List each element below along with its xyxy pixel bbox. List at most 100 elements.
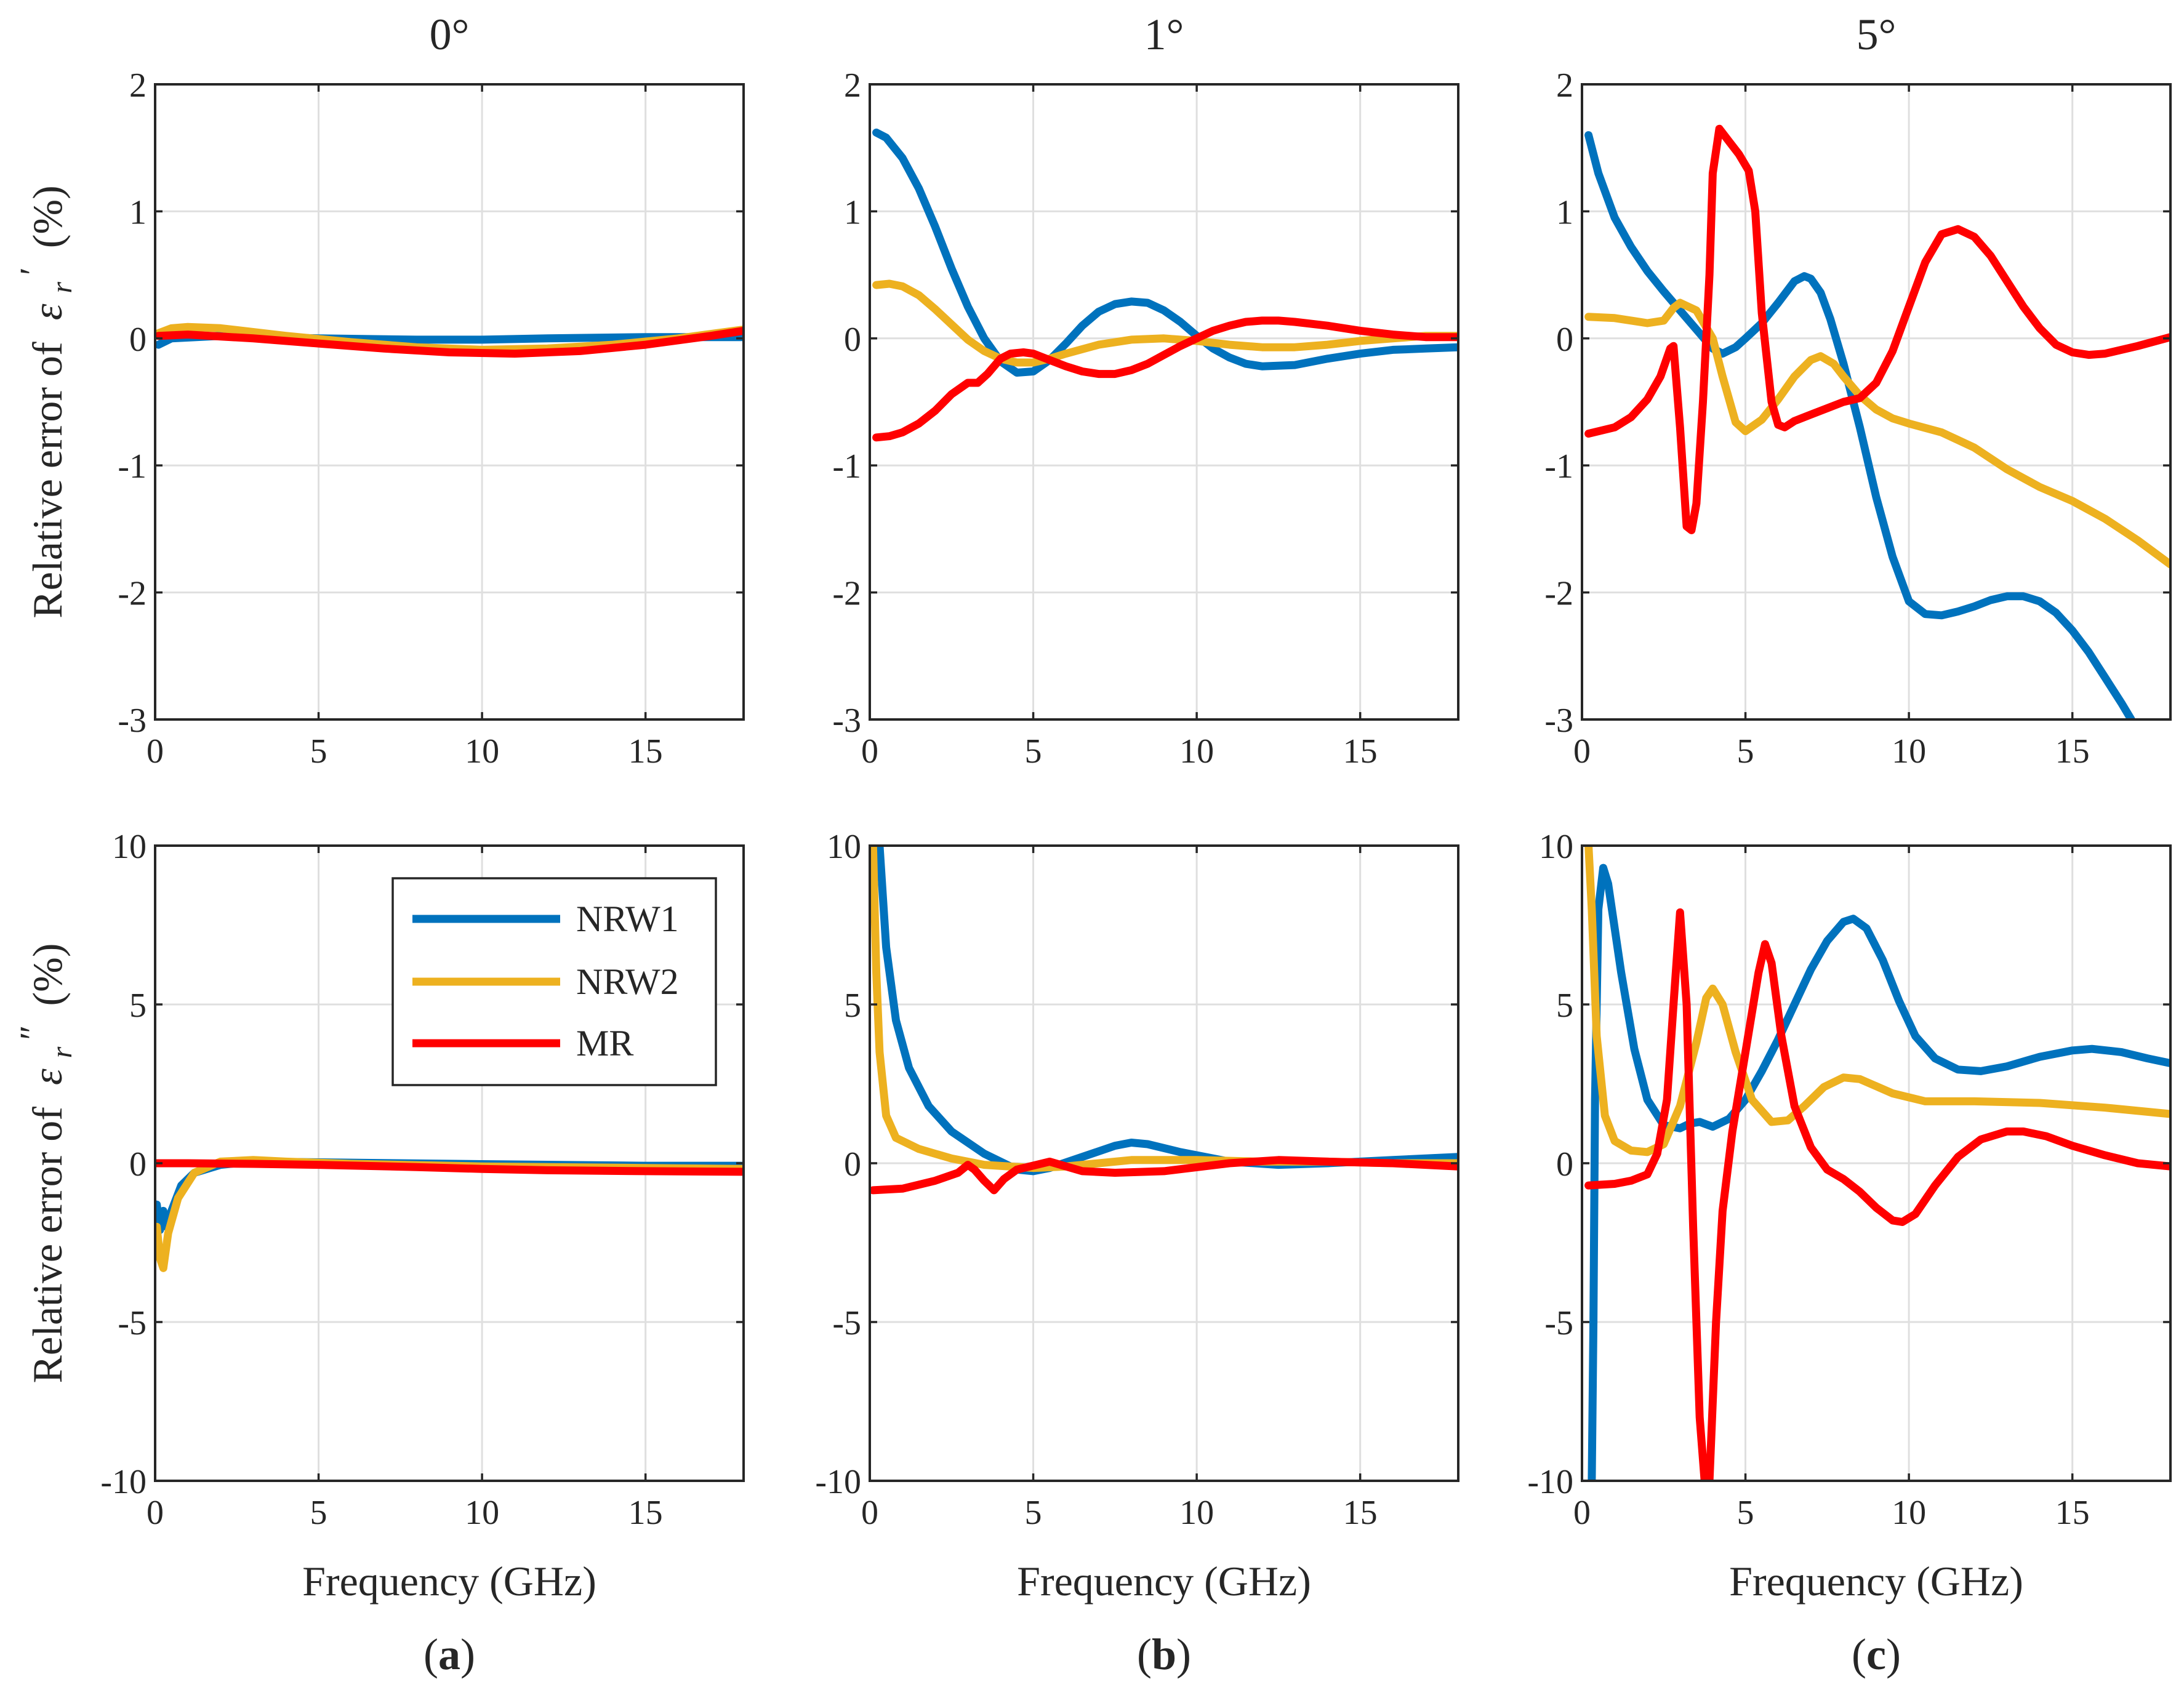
panel-label-c-open: (: [1852, 1630, 1866, 1679]
legend: NRW1 NRW2 MR: [391, 877, 717, 1086]
ylabel-top-sub: r: [46, 282, 78, 294]
bottom-5deg-series-nrw2: [1584, 846, 2170, 1156]
panel-bottom-1deg: 0 5 10 15 -10 -5 0 5 10: [815, 828, 1459, 1532]
bottom-5deg-ytick-label-0: 0: [1556, 1145, 1573, 1184]
top-5deg-series-mr: [1584, 124, 2170, 534]
column-title-0: 0°: [430, 10, 470, 59]
top-1deg-series-nrw2: [872, 279, 1458, 367]
xlabel-a: Frequency (GHz): [302, 1558, 596, 1605]
bottom-5deg-series-group: [1584, 846, 2170, 1481]
bottom-1deg-series-mr: [870, 1156, 1458, 1195]
bottom-1deg-ytick-label-0: 0: [844, 1145, 861, 1184]
panel-top-5deg: 0 5 10 15 -3 -2 -1 0 1 2: [1544, 66, 2172, 771]
bottom-1deg-series-nrw2: [870, 846, 1458, 1172]
top-0deg-axes-box: [154, 83, 745, 721]
top-1deg-xtick-label-0: 0: [861, 732, 878, 771]
ylabel-bottom: Relative error of ε r ″ (%): [7, 944, 81, 1384]
top-0deg-xtick-label-5: 5: [310, 732, 327, 771]
top-1deg-axes-box: [869, 83, 1459, 721]
panel-top-0deg: 0 5 10 15 -3 -2 -1 0 1 2: [118, 66, 745, 771]
bottom-0deg-ytick-label-5: 5: [129, 987, 147, 1025]
ylabel-top-prime: ′: [12, 267, 52, 275]
bottom-1deg-series-nrw1: [875, 846, 1458, 1176]
ylabel-bottom-sub: r: [46, 1046, 78, 1058]
top-5deg-xtick-label-10: 10: [1892, 732, 1926, 771]
top-5deg-xtick-label-0: 0: [1573, 732, 1591, 771]
top-0deg-ytick-label-2: 2: [129, 66, 147, 105]
bottom-5deg-ytick-label--5: -5: [1544, 1304, 1573, 1342]
legend-label-nrw2: NRW2: [576, 961, 679, 1002]
top-5deg-axes-box: [1581, 83, 2172, 721]
top-5deg-xtick-label-5: 5: [1737, 732, 1754, 771]
top-5deg-ytick-label--3: -3: [1544, 702, 1573, 740]
panel-label-a-open: (: [424, 1630, 438, 1679]
panel-bottom-0deg: 0 5 10 15 -10 -5 0 5 10: [100, 828, 745, 1532]
bottom-1deg-ytick-label--10: -10: [815, 1463, 861, 1501]
xlabel-c: Frequency (GHz): [1729, 1558, 2023, 1605]
top-0deg-ytick-label-0: 0: [129, 321, 147, 359]
bottom-0deg-xtick-label-5: 5: [310, 1494, 327, 1532]
legend-label-nrw1: NRW1: [576, 899, 679, 939]
top-1deg-ytick-label-2: 2: [844, 66, 861, 105]
bottom-1deg-ytick-label-10: 10: [827, 828, 861, 866]
bottom-5deg-series-mr: [1584, 908, 2170, 1481]
ylabel-bottom-prefix: Relative error of: [24, 1107, 71, 1384]
top-5deg-ytick-label--2: -2: [1544, 575, 1573, 613]
top-1deg-ytick-label--3: -3: [832, 702, 861, 740]
bottom-5deg-xtick-label-10: 10: [1892, 1494, 1926, 1532]
bottom-1deg-ytick-label--5: -5: [832, 1304, 861, 1342]
top-0deg-ytick-label--3: -3: [118, 702, 147, 740]
top-5deg-ytick-label-2: 2: [1556, 66, 1573, 105]
bottom-0deg-ytick-label-10: 10: [112, 828, 147, 866]
bottom-0deg-xtick-label-10: 10: [465, 1494, 499, 1532]
panel-top-1deg: 0 5 10 15 -3 -2 -1 0 1 2: [832, 66, 1459, 771]
bottom-0deg-series-nrw2: [155, 1156, 744, 1272]
bottom-1deg-xtick-label-15: 15: [1343, 1494, 1378, 1532]
top-1deg-ytick-label--2: -2: [832, 575, 861, 613]
panel-label-b-open: (: [1137, 1630, 1152, 1679]
panel-label-a-close: ): [460, 1630, 475, 1679]
top-1deg-xtick-label-10: 10: [1179, 732, 1214, 771]
top-1deg-series-group: [872, 128, 1458, 442]
top-1deg-xtick-label-15: 15: [1343, 732, 1378, 771]
bottom-0deg-series-mr: [155, 1159, 744, 1176]
top-0deg-series-group: [155, 323, 744, 358]
top-0deg-ytick-label--2: -2: [118, 575, 147, 613]
top-1deg-series-mr: [872, 316, 1458, 442]
top-0deg-xtick-label-15: 15: [628, 732, 663, 771]
ylabel-top: Relative error of ε r ′ (%): [7, 185, 81, 618]
bottom-1deg-xtick-label-5: 5: [1025, 1494, 1042, 1532]
top-1deg-ytick-label--1: -1: [832, 447, 861, 486]
ylabel-top-prefix: Relative error of: [24, 342, 71, 619]
bottom-1deg-ytick-label-5: 5: [844, 987, 861, 1025]
bottom-1deg-series-group: [870, 846, 1458, 1195]
xlabel-b: Frequency (GHz): [1017, 1558, 1311, 1605]
top-1deg-xtick-label-5: 5: [1025, 732, 1042, 771]
top-1deg-series-nrw1: [872, 128, 1458, 377]
legend-label-mr: MR: [576, 1023, 633, 1064]
bottom-1deg-xtick-label-0: 0: [861, 1494, 878, 1532]
bottom-5deg-ytick-label-10: 10: [1539, 828, 1573, 866]
bottom-0deg-ytick-label--5: -5: [118, 1304, 147, 1342]
panel-label-c: (c): [1852, 1630, 1901, 1679]
top-5deg-xtick-label-15: 15: [2055, 732, 2090, 771]
top-5deg-ytick-label-0: 0: [1556, 321, 1573, 359]
bottom-0deg-xtick-label-0: 0: [147, 1494, 164, 1532]
top-0deg-xtick-label-0: 0: [147, 732, 164, 771]
panel-label-b-close: ): [1176, 1630, 1191, 1679]
top-5deg-ytick-label-1: 1: [1556, 193, 1573, 231]
panel-label-c-letter: c: [1866, 1630, 1886, 1679]
bottom-5deg-ytick-label--10: -10: [1527, 1463, 1573, 1501]
panel-label-c-close: ): [1886, 1630, 1901, 1679]
top-5deg-series-group: [1584, 124, 2170, 719]
panel-label-b: (b): [1137, 1630, 1191, 1679]
bottom-0deg-series-group: [155, 1156, 744, 1272]
top-0deg-ytick-label-1: 1: [129, 193, 147, 231]
panel-label-a-letter: a: [438, 1630, 460, 1679]
bottom-0deg-ytick-label--10: -10: [100, 1463, 147, 1501]
bottom-0deg-xtick-label-15: 15: [628, 1494, 663, 1532]
panel-label-b-letter: b: [1152, 1630, 1176, 1679]
bottom-5deg-ytick-label-5: 5: [1556, 987, 1573, 1025]
top-1deg-ytick-label-0: 0: [844, 321, 861, 359]
